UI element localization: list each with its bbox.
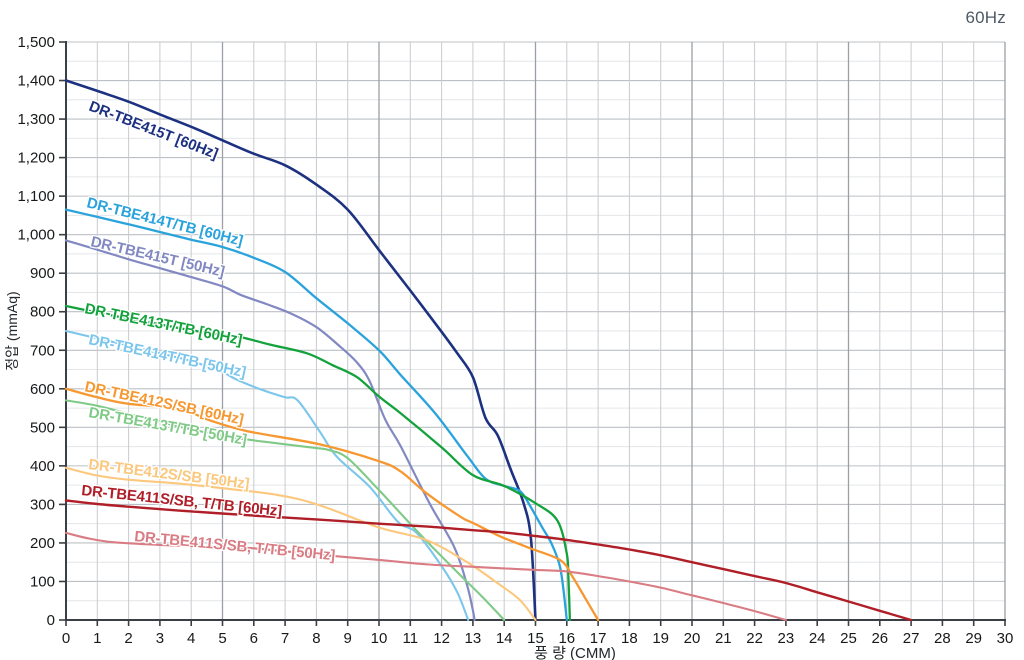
x-tick-label: 17 <box>590 630 607 647</box>
y-tick-label: 1,200 <box>17 150 55 167</box>
x-tick-label: 24 <box>809 630 826 647</box>
y-axis-title: 정압 (mmAq) <box>4 291 20 370</box>
y-tick-label: 0 <box>47 612 55 629</box>
series-line-2 <box>64 239 476 622</box>
series-line-4 <box>64 329 470 622</box>
x-tick-label: 16 <box>558 630 575 647</box>
series-line-8 <box>64 499 913 622</box>
series-curves <box>64 79 913 622</box>
x-tick-label: 13 <box>465 630 482 647</box>
x-tick-label: 1 <box>93 630 101 647</box>
y-axis: 0 100 200 300 400 500 600 700 800 900 1,000 1,100 1,… <box>17 34 66 629</box>
x-axis-title: 풍 량 (CMM) <box>534 645 616 660</box>
x-tick-label: 19 <box>652 630 669 647</box>
series-label-8: DR-TBE411S/SB, T/TB [60Hz] <box>81 482 283 520</box>
series-line-3 <box>64 304 572 622</box>
y-tick-label: 400 <box>30 458 55 475</box>
y-tick-label: 1,400 <box>17 73 55 90</box>
x-tick-label: 25 <box>840 630 857 647</box>
x-tick-label: 3 <box>156 630 164 647</box>
x-tick-label: 30 <box>997 630 1014 647</box>
y-tick-label: 200 <box>30 535 55 552</box>
frequency-badge: 60Hz <box>965 8 1006 27</box>
x-tick-label: 5 <box>218 630 226 647</box>
x-axis: 0 1 2 3 4 5 6 7 8 9 10 11 12 13 14 15 16 17 18 19 20 21 22 23 24… <box>62 620 1014 647</box>
y-tick-label: 1,500 <box>17 34 55 51</box>
y-tick-label: 800 <box>30 304 55 321</box>
y-tick-label: 700 <box>30 342 55 359</box>
x-tick-label: 4 <box>187 630 195 647</box>
series-line-0 <box>64 79 537 622</box>
y-tick-label: 300 <box>30 496 55 513</box>
x-tick-label: 21 <box>715 630 732 647</box>
series-line-7 <box>64 466 537 622</box>
x-tick-label: 6 <box>250 630 258 647</box>
y-tick-label: 900 <box>30 265 55 282</box>
series-line-1 <box>64 208 568 622</box>
x-tick-label: 11 <box>403 630 419 647</box>
x-tick-label: 2 <box>124 630 132 647</box>
series-line-9 <box>64 531 787 622</box>
x-tick-label: 15 <box>527 630 544 647</box>
y-tick-label: 500 <box>30 419 55 436</box>
series-label-9: DR-TBE411S/SB, T/TB [50Hz] <box>134 528 336 564</box>
x-tick-label: 14 <box>496 630 513 647</box>
y-tick-label: 600 <box>30 381 55 398</box>
x-tick-label: 18 <box>621 630 638 647</box>
x-tick-label: 29 <box>965 630 982 647</box>
gridlines <box>66 41 1006 620</box>
y-tick-label: 1,000 <box>17 227 55 244</box>
x-tick-label: 22 <box>746 630 763 647</box>
x-tick-label: 8 <box>312 630 320 647</box>
series-line-5 <box>64 387 600 622</box>
x-tick-label: 26 <box>871 630 888 647</box>
x-tick-label: 27 <box>903 630 920 647</box>
x-tick-label: 7 <box>281 630 289 647</box>
y-tick-label: 1,100 <box>17 188 55 205</box>
x-tick-label: 0 <box>62 630 70 647</box>
x-tick-label: 10 <box>371 630 388 647</box>
x-tick-label: 20 <box>684 630 701 647</box>
x-tick-label: 23 <box>778 630 795 647</box>
y-tick-label: 1,300 <box>17 111 55 128</box>
x-tick-label: 28 <box>934 630 951 647</box>
y-tick-label: 100 <box>30 573 55 590</box>
x-tick-label: 12 <box>433 630 450 647</box>
x-tick-label: 9 <box>344 630 352 647</box>
